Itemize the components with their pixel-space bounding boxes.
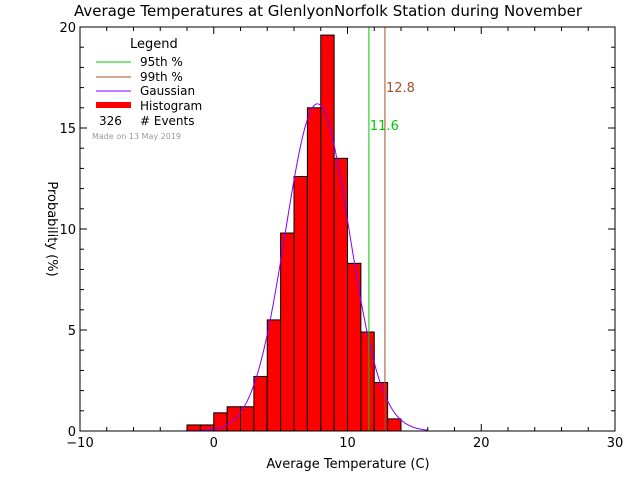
- histogram-bar: [253, 375, 268, 432]
- histogram-bar: [293, 175, 308, 432]
- x-axis-ticks: −10 0 10 20 30: [66, 27, 623, 451]
- gaussian-curve: [180, 103, 428, 432]
- histogram-bar: [373, 382, 389, 432]
- histogram-bar: [387, 418, 402, 432]
- histogram-bar: [306, 107, 322, 432]
- legend-swatch-histogram: [96, 102, 131, 108]
- percentile-label: 11.6: [370, 119, 399, 134]
- legend-events-count: 326: [99, 114, 122, 128]
- histogram-bar: [213, 412, 228, 432]
- legend-label-99th: 99th %: [140, 70, 183, 84]
- histogram-bar: [360, 331, 375, 432]
- x-tick-label: 10: [339, 436, 356, 451]
- chart-title: Average Temperatures at GlenlyonNorfolk …: [74, 2, 583, 20]
- histogram-bar: [333, 157, 348, 432]
- legend: Legend 95th % 99th % Gaussian Histogram …: [92, 37, 202, 141]
- x-axis-label: Average Temperature (C): [266, 457, 429, 472]
- histogram-bars: [186, 34, 402, 432]
- y-tick-label: 20: [59, 21, 76, 36]
- histogram-bar: [280, 232, 295, 432]
- x-tick-label: 0: [210, 436, 218, 451]
- x-tick-label: 20: [473, 436, 490, 451]
- y-tick-label: 5: [68, 324, 76, 339]
- legend-title: Legend: [130, 37, 178, 52]
- y-axis-ticks: 0 5 10 15 20: [59, 21, 615, 440]
- y-tick-label: 15: [59, 122, 76, 137]
- legend-events-label: # Events: [140, 114, 195, 128]
- legend-label-histogram: Histogram: [140, 99, 202, 113]
- legend-label-gaussian: Gaussian: [140, 84, 195, 98]
- made-on-note: Made on 13 May 2019: [92, 132, 181, 141]
- x-tick-label: 30: [607, 436, 624, 451]
- y-tick-label: 0: [68, 425, 76, 440]
- percentile-label: 12.8: [386, 81, 415, 96]
- histogram-bar: [226, 406, 241, 432]
- gaussian-curve-layer: [180, 103, 428, 432]
- histogram-bar: [320, 34, 335, 432]
- histogram-bar: [266, 319, 282, 432]
- legend-label-95th: 95th %: [140, 55, 183, 69]
- percentile-lines-layer: 11.6 12.8: [368, 27, 415, 431]
- histogram-bar: [186, 424, 201, 432]
- x-tick-label: −10: [66, 436, 93, 451]
- y-tick-label: 10: [59, 223, 76, 238]
- y-axis-label: Probability (%): [44, 181, 59, 276]
